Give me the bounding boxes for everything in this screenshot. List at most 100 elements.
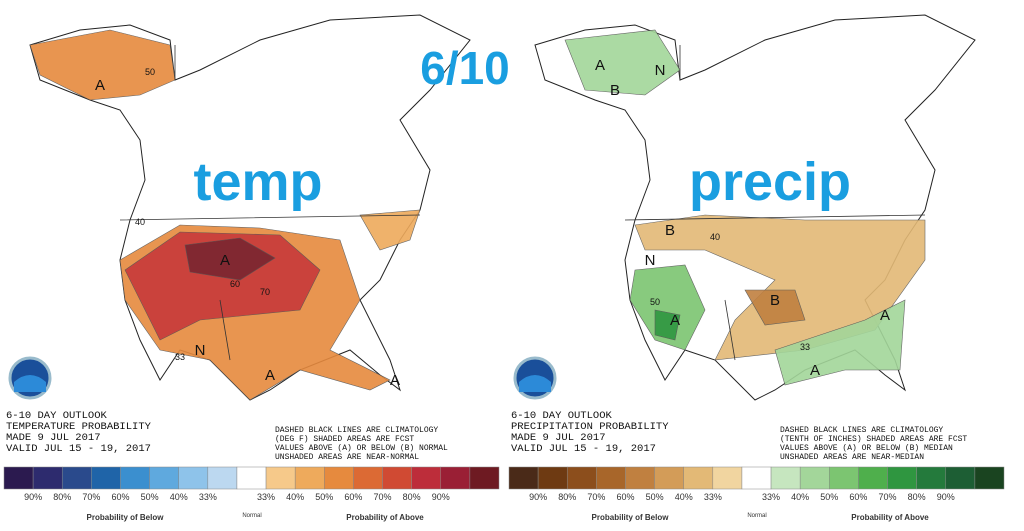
legend-note: (TENTH OF INCHES) SHADED AREAS ARE FCST <box>780 435 967 444</box>
legend-swatch <box>974 466 1005 490</box>
legend-swatch <box>683 466 714 490</box>
legend-tick: 70% <box>374 492 392 502</box>
legend-tick: 60% <box>111 492 129 502</box>
legend-note: DASHED BLACK LINES ARE CLIMATOLOGY <box>275 426 438 435</box>
legend-note: UNSHADED AREAS ARE NEAR-NORMAL <box>275 453 419 462</box>
overlay-label: precip <box>689 152 851 212</box>
legend-swatch <box>596 466 626 490</box>
map-label: A <box>595 57 605 74</box>
legend-swatch <box>353 466 383 490</box>
outlook-info: MADE 9 JUL 2017 <box>6 432 101 444</box>
forecast-area <box>774 299 906 386</box>
legend-swatch <box>3 466 34 490</box>
legend-swatch <box>945 466 976 490</box>
legend-tick: 50% <box>646 492 664 502</box>
map-label: N <box>645 252 656 269</box>
legend-tick: 40% <box>286 492 304 502</box>
map-label: 40 <box>710 232 720 242</box>
map-label: N <box>195 342 206 359</box>
map-label: 50 <box>145 67 155 77</box>
legend-swatch <box>411 466 442 490</box>
legend-tick: 40% <box>791 492 809 502</box>
outlook-info: VALID JUL 15 - 19, 2017 <box>511 443 656 455</box>
legend-swatch <box>858 466 888 490</box>
map-label: A <box>390 372 400 389</box>
map-label: 40 <box>135 217 145 227</box>
legend-tick: 33% <box>257 492 275 502</box>
legend-tick: 33% <box>199 492 217 502</box>
noaa-gull <box>14 375 46 392</box>
legend-swatch <box>741 466 772 490</box>
map-label: N <box>655 62 666 79</box>
legend-tick: 90% <box>529 492 547 502</box>
overlay-label: temp <box>193 152 322 212</box>
legend-title: Probability of Below <box>87 513 165 522</box>
borders <box>624 45 926 361</box>
map-label: A <box>880 307 890 324</box>
legend-tick: 90% <box>432 492 450 502</box>
legend-title: Probability of Above <box>346 513 424 522</box>
legend-swatch <box>324 466 354 490</box>
legend-tick: 50% <box>141 492 159 502</box>
outlook-info: TEMPERATURE PROBABILITY <box>6 421 152 433</box>
forecast-area <box>29 29 176 101</box>
legend-swatch <box>236 466 267 490</box>
forecast-area <box>564 29 681 96</box>
legend-tick: 60% <box>849 492 867 502</box>
borders <box>119 45 421 361</box>
legend-swatch <box>712 466 743 490</box>
legend-note: VALUES ABOVE (A) OR BELOW (B) MEDIAN <box>780 444 953 453</box>
outlook-info: VALID JUL 15 - 19, 2017 <box>6 443 151 455</box>
legend-tick: 70% <box>82 492 100 502</box>
legend-swatch <box>382 466 412 490</box>
legend-tick: 50% <box>315 492 333 502</box>
legend-tick: 70% <box>587 492 605 502</box>
legend-title: Normal <box>747 513 766 519</box>
forecast-area <box>629 264 706 351</box>
legend-swatch <box>207 466 238 490</box>
legend-swatch <box>294 466 325 490</box>
map-label: A <box>95 77 105 94</box>
map-label: A <box>265 367 275 384</box>
legend-note: DASHED BLACK LINES ARE CLIMATOLOGY <box>780 426 943 435</box>
map-label: A <box>670 312 680 329</box>
legend-swatch <box>440 466 471 490</box>
legend-swatch <box>916 466 947 490</box>
forecast-area <box>744 289 806 326</box>
legend-swatch <box>887 466 917 490</box>
legend-swatch <box>508 466 539 490</box>
legend-tick: 33% <box>704 492 722 502</box>
forecast-area <box>184 237 276 281</box>
legend-swatch <box>61 466 92 490</box>
legend-swatch <box>178 466 209 490</box>
legend-tick: 60% <box>616 492 634 502</box>
legend-note: VALUES ABOVE (A) OR BELOW (B) NORMAL <box>275 444 448 453</box>
legend-tick: 80% <box>53 492 71 502</box>
legend-tick: 50% <box>820 492 838 502</box>
legend-title: Normal <box>242 513 261 519</box>
legend-swatch <box>537 466 568 490</box>
forecast-area <box>654 309 681 341</box>
legend-tick: 40% <box>170 492 188 502</box>
map-panel: A A N A A 50 60 40 70 33 temp 6-10 DAY OUTLOOKTEMPE… <box>3 14 500 522</box>
outlook-info: MADE 9 JUL 2017 <box>511 432 606 444</box>
legend-swatch <box>799 466 830 490</box>
legend-tick: 70% <box>879 492 897 502</box>
legend-swatch <box>32 466 63 490</box>
legend-swatch <box>566 466 597 490</box>
legend-tick: 80% <box>403 492 421 502</box>
legend-title: Probability of Below <box>592 513 670 522</box>
legend-tick: 80% <box>908 492 926 502</box>
map-label: A <box>810 362 820 379</box>
map-label: 60 <box>230 279 240 289</box>
legend-swatch <box>149 466 179 490</box>
outlook-info: PRECIPITATION PROBABILITY <box>511 421 669 433</box>
legend-tick: 90% <box>937 492 955 502</box>
legend-swatch <box>625 466 655 490</box>
map-label: 50 <box>650 297 660 307</box>
legend-title: Probability of Above <box>851 513 929 522</box>
legend-tick: 60% <box>344 492 362 502</box>
